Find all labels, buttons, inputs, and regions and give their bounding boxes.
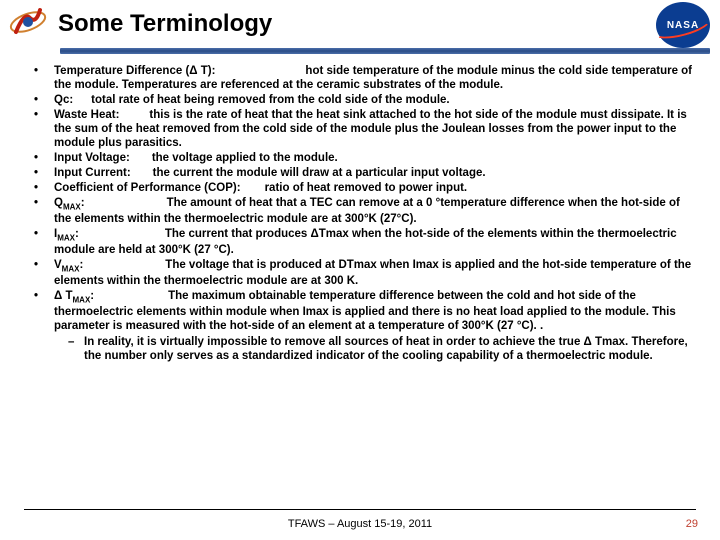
slide-header: Some Terminology NASA xyxy=(0,0,720,48)
slide-content: Temperature Difference (Δ T):hot side te… xyxy=(0,54,720,363)
terminology-item: Qc: total rate of heat being removed from… xyxy=(24,93,696,107)
term-label: Coefficient of Performance (COP): xyxy=(54,182,241,194)
sub-list: In reality, it is virtually impossible t… xyxy=(54,335,696,363)
term-description: the voltage applied to the module. xyxy=(152,152,338,164)
slide-title: Some Terminology xyxy=(58,10,272,38)
terminology-item: Input Voltage: the voltage applied to the… xyxy=(24,151,696,165)
term-label: Qc: xyxy=(54,94,73,106)
sub-item: In reality, it is virtually impossible t… xyxy=(54,335,696,363)
term-description: this is the rate of heat that the heat s… xyxy=(54,109,687,149)
term-label: Waste Heat: xyxy=(54,109,119,121)
terminology-item: VMAX:The voltage that is produced at DTm… xyxy=(24,258,696,288)
term-description: The amount of heat that a TEC can remove… xyxy=(54,197,680,225)
footer-text: TFAWS – August 15-19, 2011 xyxy=(0,518,720,530)
terminology-list: Temperature Difference (Δ T):hot side te… xyxy=(24,64,696,363)
nasa-logo: NASA xyxy=(656,2,710,48)
terminology-item: Δ TMAX:The maximum obtainable temperatur… xyxy=(24,289,696,363)
footer-divider xyxy=(24,509,696,510)
term-label: Temperature Difference (Δ T): xyxy=(54,65,215,77)
terminology-item: QMAX:The amount of heat that a TEC can r… xyxy=(24,196,696,226)
terminology-item: Input Current: the current the module wil… xyxy=(24,166,696,180)
tfaws-logo xyxy=(6,4,50,40)
term-label: IMAX: xyxy=(54,228,79,240)
terminology-item: Waste Heat:this is the rate of heat that… xyxy=(24,108,696,150)
terminology-item: Temperature Difference (Δ T):hot side te… xyxy=(24,64,696,92)
term-description: ratio of heat removed to power input. xyxy=(265,182,468,194)
term-label: Input Voltage: xyxy=(54,152,130,164)
term-description: The maximum obtainable temperature diffe… xyxy=(54,290,676,332)
term-description: The current that produces ΔTmax when the… xyxy=(54,228,677,256)
term-label: QMAX: xyxy=(54,197,85,209)
term-label: VMAX: xyxy=(54,259,83,271)
term-description: the current the module will draw at a pa… xyxy=(153,167,486,179)
terminology-item: IMAX:The current that produces ΔTmax whe… xyxy=(24,227,696,257)
term-label: Δ TMAX: xyxy=(54,290,94,302)
terminology-item: Coefficient of Performance (COP): ratio o… xyxy=(24,181,696,195)
page-number: 29 xyxy=(686,518,698,530)
term-description: The voltage that is produced at DTmax wh… xyxy=(54,259,691,287)
term-label: Input Current: xyxy=(54,167,131,179)
term-description: total rate of heat being removed from th… xyxy=(91,94,449,106)
